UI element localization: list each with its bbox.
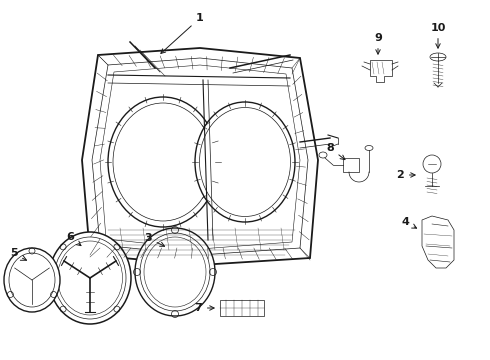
Ellipse shape [135, 228, 215, 316]
Text: 9: 9 [374, 33, 382, 54]
Ellipse shape [49, 232, 131, 324]
Ellipse shape [195, 102, 295, 222]
Text: 6: 6 [66, 232, 81, 246]
Text: 2: 2 [396, 170, 415, 180]
Ellipse shape [108, 97, 218, 227]
Text: 10: 10 [430, 23, 446, 48]
Text: 1: 1 [161, 13, 204, 53]
Text: 5: 5 [10, 248, 18, 258]
Text: 4: 4 [401, 217, 416, 228]
Text: 7: 7 [194, 303, 214, 313]
Text: 8: 8 [326, 143, 345, 159]
Text: 3: 3 [144, 233, 165, 246]
Ellipse shape [4, 248, 60, 312]
